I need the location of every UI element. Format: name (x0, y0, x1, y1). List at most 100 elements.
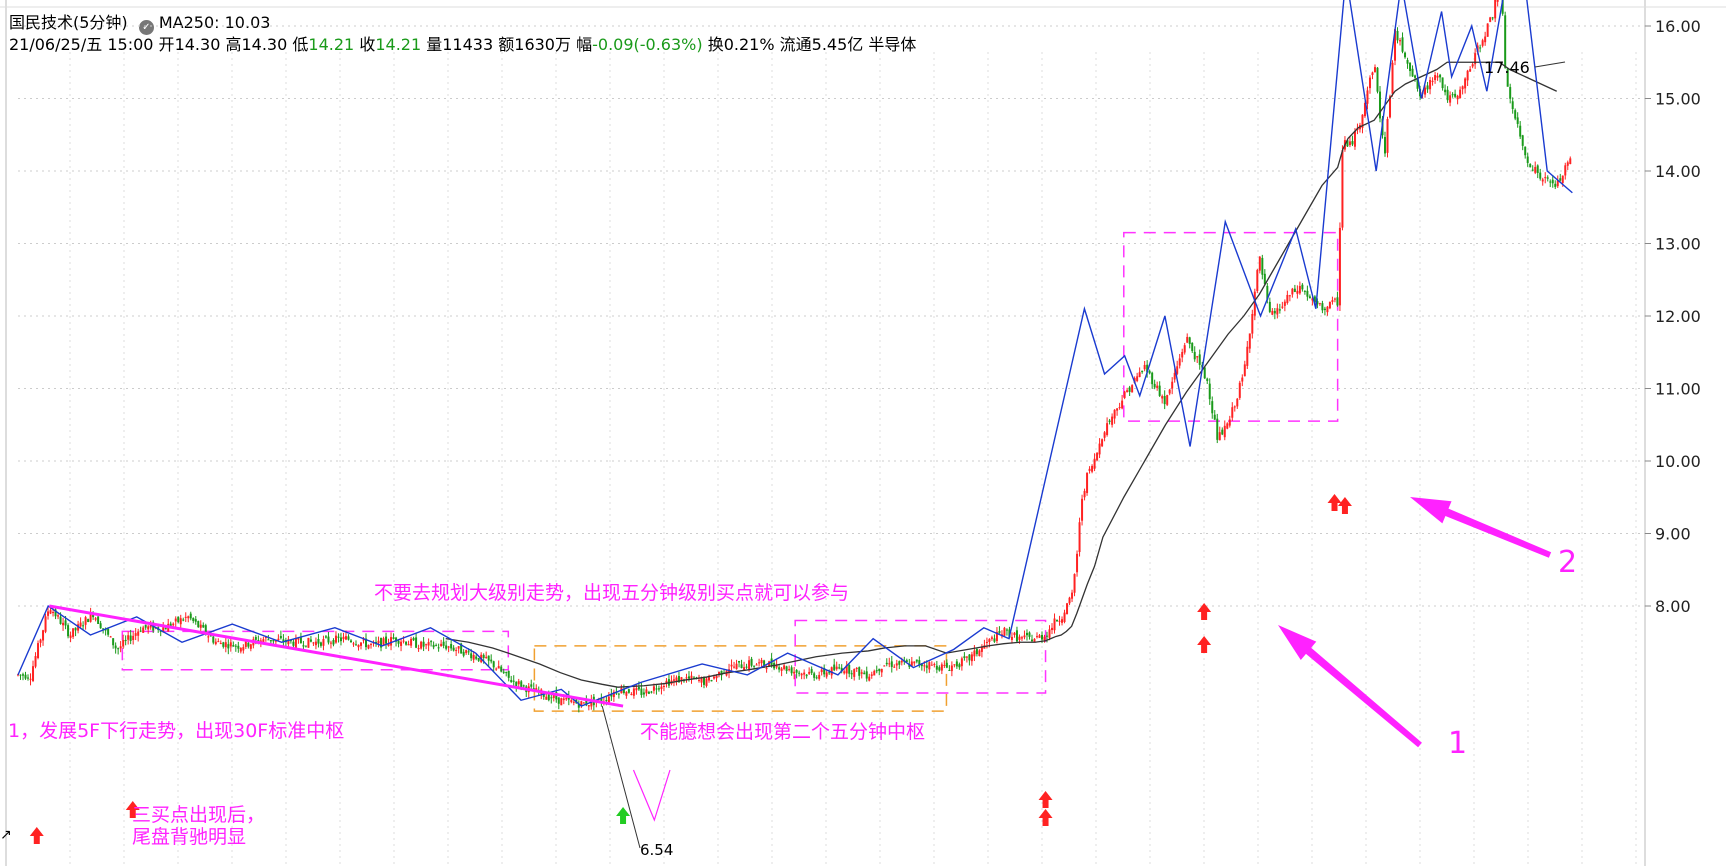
candle-body (397, 640, 400, 644)
candle-body (1051, 627, 1054, 631)
check-circle-icon[interactable]: ✓ (138, 20, 154, 35)
candle-body (1348, 141, 1351, 146)
candle-body (1208, 383, 1211, 400)
candle-body (1073, 574, 1076, 593)
candle-body (1083, 490, 1086, 498)
candle-body (783, 665, 786, 670)
candle-body (860, 672, 863, 674)
candle-body (42, 630, 45, 641)
candle-body (1451, 94, 1454, 96)
candle-body (1251, 313, 1254, 334)
candle-body (1569, 158, 1572, 165)
candle-body (437, 647, 440, 649)
candle-body (858, 667, 861, 676)
candle-body (763, 660, 766, 666)
candle-body (915, 659, 918, 662)
candle-body (1561, 175, 1564, 183)
candle-body (1198, 354, 1201, 365)
candle-body (277, 638, 280, 641)
candle-body (1366, 90, 1369, 104)
candle-body (385, 636, 388, 644)
candle-body (262, 639, 265, 643)
candle-body (522, 685, 525, 687)
candle-body (467, 651, 470, 653)
candle-body (97, 616, 100, 624)
annotation-bottom-note-1: 三买点出现后， (132, 804, 266, 826)
expand-corner-icon[interactable]: ↗ (0, 827, 12, 843)
candle-body (1376, 67, 1379, 92)
candle-body (430, 641, 433, 643)
candle-body (1023, 635, 1026, 638)
candle-body (187, 616, 190, 619)
candle-body (1043, 636, 1046, 641)
candle-body (760, 660, 763, 664)
candle-body (127, 635, 130, 640)
candle-body (329, 642, 332, 644)
candle-body (435, 645, 438, 647)
candle-body (665, 680, 668, 684)
candle-body (943, 664, 946, 666)
candle-body (1484, 36, 1487, 43)
candle-body (324, 636, 327, 638)
candle-body (1178, 358, 1181, 366)
candle-body (1096, 452, 1099, 461)
change-label: 幅 (576, 35, 593, 54)
candle-body (1191, 342, 1194, 351)
trend-line (49, 604, 624, 708)
candle-body (705, 678, 708, 686)
candle-body (1141, 370, 1144, 373)
candle-body (1504, 15, 1507, 68)
candle-body (1489, 17, 1492, 22)
candle-body (627, 689, 630, 693)
candle-body (1010, 636, 1013, 640)
candle-body (400, 641, 403, 646)
candle-body (973, 650, 976, 657)
candle-body (1138, 372, 1141, 378)
candle-body (1564, 165, 1567, 176)
candle-body (948, 670, 951, 672)
candle-body (1288, 295, 1291, 297)
chart-header-title: 国民技术(5分钟) ✓ MA250: 10.03 (9, 9, 270, 35)
ma-label: MA250: 10.03 (158, 13, 271, 32)
candle-body (570, 700, 573, 702)
candle-body (317, 639, 320, 644)
candle-body (577, 703, 580, 708)
annotation-label-2: 2 (1558, 545, 1578, 580)
candle-body (107, 628, 110, 635)
candle-body (748, 660, 751, 670)
candle-body (1531, 169, 1534, 171)
candle-body (49, 610, 52, 614)
candle-body (1539, 172, 1542, 179)
candle-body (587, 705, 590, 707)
candle-body (427, 642, 430, 646)
candle-body (1123, 391, 1126, 398)
annotation-left-note: 1，发展5F下行走势，出现30F标准中枢 (8, 720, 345, 742)
candle-body (37, 643, 40, 658)
candle-body (492, 661, 495, 668)
candle-body (227, 644, 230, 649)
candle-body (1226, 423, 1229, 429)
y-axis: 8.00 9.00 10.00 11.00 12.00 13.00 14.00 15.00 16… (1645, 17, 1701, 616)
candle-body (935, 665, 938, 670)
candle-body (1394, 29, 1397, 61)
candle-body (332, 640, 335, 645)
bi-stroke-line (17, 0, 1573, 707)
candle-body (465, 650, 468, 654)
red-up-arrow-icon (1337, 497, 1352, 514)
candle-body (114, 645, 117, 649)
candle-body (304, 645, 307, 647)
candle-body (1068, 597, 1071, 604)
candle-body (828, 672, 831, 674)
candle-body (1013, 632, 1016, 636)
candle-body (1511, 101, 1514, 110)
candle-body (1306, 290, 1309, 297)
ma250-line (445, 61, 1557, 688)
candle-body (838, 667, 841, 669)
candle-body (520, 681, 523, 688)
candle-body (137, 631, 140, 636)
candle-body (432, 644, 435, 648)
candle-body (1248, 333, 1251, 349)
y-tick-label: 10.00 (1655, 452, 1701, 471)
candle-body (562, 698, 565, 701)
